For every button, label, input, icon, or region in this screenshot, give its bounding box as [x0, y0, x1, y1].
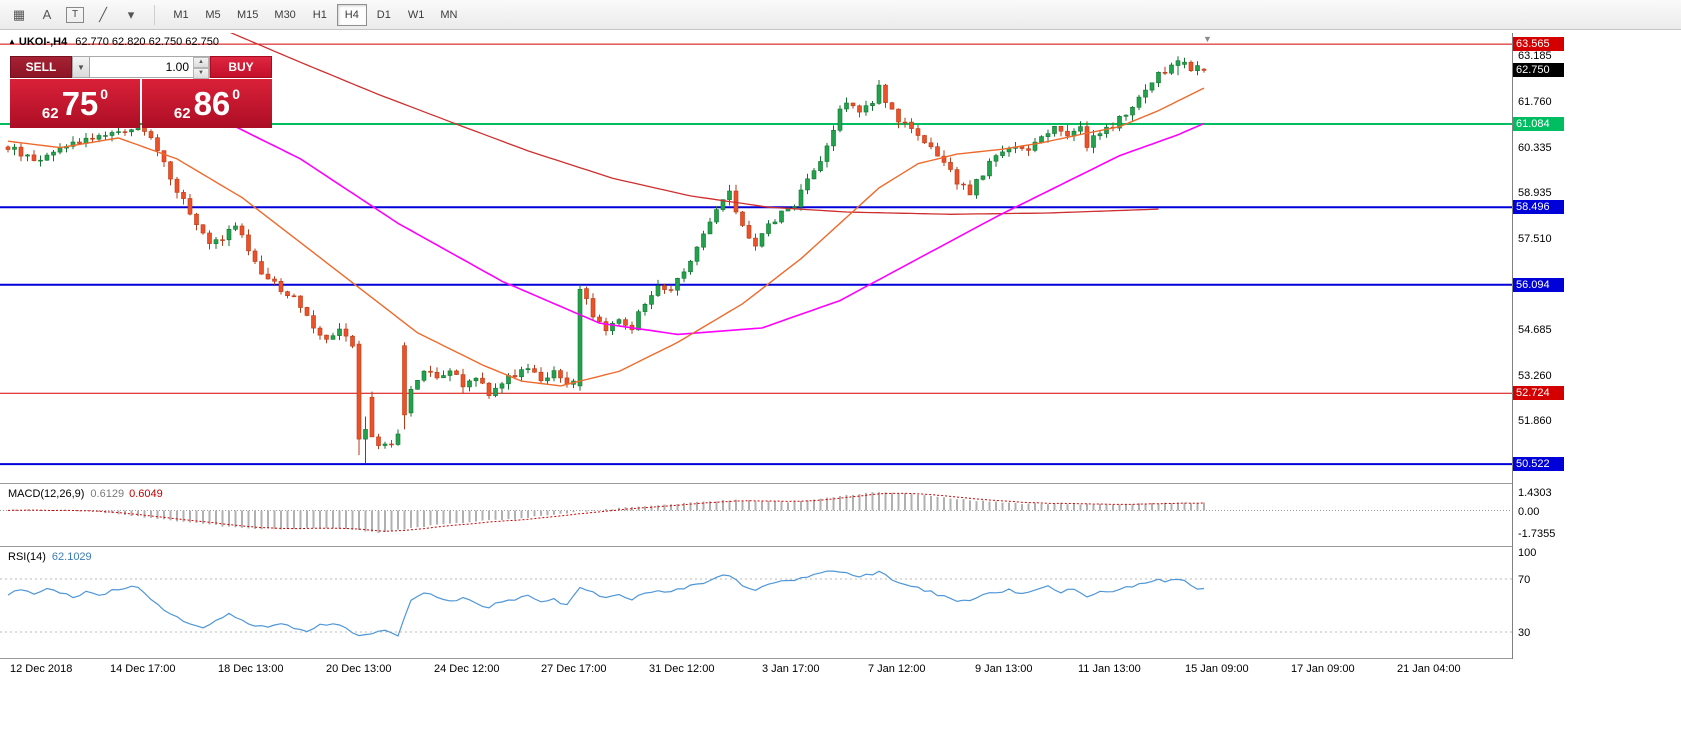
- volume-spinner: ▲ ▼: [193, 57, 209, 79]
- chart-title: ▲ UKOI-,H4 62.770 62.820 62.750 62.750: [8, 36, 219, 48]
- time-axis-label: 27 Dec 17:00: [541, 663, 607, 675]
- price-axis-badge: 63.565: [1513, 37, 1564, 51]
- timeframe-button-M30[interactable]: M30: [267, 4, 302, 26]
- toolbar-separator: [154, 4, 155, 25]
- buy-price-prefix: 62: [173, 105, 191, 122]
- buy-price-pip: 0: [232, 86, 241, 102]
- macd-scale-label: 0.00: [1518, 506, 1540, 518]
- time-axis-label: 31 Dec 12:00: [649, 663, 715, 675]
- letter-t-icon[interactable]: T: [62, 3, 88, 27]
- chevron-down-icon[interactable]: ▾: [127, 6, 135, 22]
- macd-label: MACD(12,26,9) 0.6129 0.6049: [8, 488, 163, 500]
- sell-price-tile[interactable]: 62 75 0: [10, 79, 140, 128]
- chart-shift-marker-icon[interactable]: ▼: [1203, 34, 1212, 44]
- grid-icon[interactable]: ▦: [12, 6, 26, 22]
- volume-up-icon[interactable]: ▲: [193, 57, 209, 68]
- rsi-label: RSI(14) 62.1029: [8, 551, 92, 563]
- price-axis-badge: 58.496: [1513, 200, 1564, 214]
- rsi-scale-label: 100: [1518, 547, 1537, 559]
- time-axis-label: 21 Jan 04:00: [1397, 663, 1461, 675]
- price-axis-badge: 52.724: [1513, 386, 1564, 400]
- price-axis-badge: 61.084: [1513, 117, 1564, 131]
- time-axis-label: 3 Jan 17:00: [762, 663, 820, 675]
- rsi-title: RSI(14): [8, 551, 46, 563]
- volume-dropdown-button[interactable]: ▼: [72, 56, 90, 78]
- time-axis-label: 18 Dec 13:00: [218, 663, 284, 675]
- time-axis-label: 14 Dec 17:00: [110, 663, 176, 675]
- time-axis-label: 9 Jan 13:00: [975, 663, 1033, 675]
- macd-scale-label: 1.4303: [1518, 487, 1552, 499]
- panel-separator[interactable]: [0, 658, 1681, 659]
- trendline-icon[interactable]: ╱: [99, 6, 107, 22]
- price-axis-label: 53.260: [1518, 370, 1552, 382]
- ma-slow-red[interactable]: [210, 33, 1159, 215]
- price-axis-badge: 56.094: [1513, 278, 1564, 292]
- price-axis-label: 60.335: [1518, 142, 1552, 154]
- time-axis[interactable]: 12 Dec 2018 14 Dec 17:00 18 Dec 13:00 20 De…: [0, 659, 1681, 683]
- timeframe-button-H1[interactable]: H1: [305, 4, 335, 26]
- chart-ohlc-values: 62.770 62.820 62.750 62.750: [75, 36, 219, 48]
- macd-histogram: [7, 492, 1205, 533]
- sell-price-pip: 0: [100, 86, 109, 102]
- volume-input[interactable]: [90, 56, 210, 78]
- sell-price-prefix: 62: [41, 105, 59, 122]
- one-click-trading-panel: SELL ▼ ▲ ▼ BUY 62 75 0 62 86 0: [10, 56, 272, 128]
- rsi-line: [7, 570, 1205, 637]
- price-axis-label: 63.185: [1518, 50, 1552, 62]
- macd-value-main: 0.6129: [90, 488, 125, 500]
- price-axis-label: 61.760: [1518, 96, 1552, 108]
- price-axis-label: 58.935: [1518, 187, 1552, 199]
- buy-price-big: 86: [193, 84, 231, 122]
- toolbar: ▦ A T ╱ ▾ M1 M5 M15 M30 H1 H4 D1 W1 MN: [0, 0, 1681, 30]
- candles: [5, 56, 1207, 464]
- timeframe-button-M1[interactable]: M1: [166, 4, 196, 26]
- timeframe-button-M15[interactable]: M15: [230, 4, 265, 26]
- macd-panel-canvas[interactable]: [0, 484, 1512, 546]
- rsi-value: 62.1029: [51, 551, 92, 563]
- price-axis-badge: 62.750: [1513, 63, 1564, 77]
- chart-symbol-period: UKOI-,H4: [18, 36, 68, 48]
- ma-fast-orange[interactable]: [7, 87, 1205, 387]
- letter-a-icon[interactable]: A: [42, 7, 52, 22]
- rsi-panel-canvas[interactable]: [0, 547, 1512, 658]
- time-axis-label: 15 Jan 09:00: [1185, 663, 1249, 675]
- rsi-scale-label: 70: [1518, 574, 1531, 586]
- time-axis-label: 11 Jan 13:00: [1078, 663, 1141, 675]
- timeframe-button-D1[interactable]: D1: [369, 4, 399, 26]
- buy-price-tile[interactable]: 62 86 0: [142, 79, 272, 128]
- macd-signal-line: [7, 492, 1205, 532]
- time-axis-label: 20 Dec 13:00: [326, 663, 392, 675]
- price-axis-label: 57.510: [1518, 233, 1552, 245]
- macd-scale-label: -1.7355: [1518, 528, 1556, 540]
- timeframe-button-H4[interactable]: H4: [336, 3, 367, 26]
- time-axis-label: 7 Jan 12:00: [868, 663, 926, 675]
- volume-down-icon[interactable]: ▼: [193, 68, 209, 79]
- timeframe-bar: M1 M5 M15 M30 H1 H4 D1 W1 MN: [165, 3, 465, 26]
- timeframe-button-MN[interactable]: MN: [433, 4, 464, 26]
- timeframe-button-M5[interactable]: M5: [198, 4, 228, 26]
- price-axis[interactable]: 63.185 61.760 60.335 58.935 57.510 54.685 53.2…: [1512, 33, 1681, 681]
- time-axis-label: 24 Dec 12:00: [434, 663, 500, 675]
- ma-mid-magenta[interactable]: [222, 119, 1205, 336]
- price-axis-label: 51.860: [1518, 415, 1552, 427]
- time-axis-label: 12 Dec 2018: [10, 663, 73, 675]
- price-axis-badge: 50.522: [1513, 457, 1564, 471]
- sell-price-big: 75: [61, 84, 99, 122]
- rsi-scale-label: 30: [1518, 627, 1531, 639]
- time-axis-label: 17 Jan 09:00: [1291, 663, 1355, 675]
- timeframe-button-W1[interactable]: W1: [401, 4, 432, 26]
- price-axis-label: 54.685: [1518, 324, 1552, 336]
- buy-button[interactable]: BUY: [210, 56, 272, 78]
- macd-title: MACD(12,26,9): [8, 488, 85, 500]
- symbol-marker-icon: ▲: [8, 37, 16, 46]
- sell-button[interactable]: SELL: [10, 56, 72, 78]
- macd-value-signal: 0.6049: [129, 488, 163, 500]
- panel-separator[interactable]: [0, 483, 1681, 484]
- panel-separator[interactable]: [0, 546, 1681, 547]
